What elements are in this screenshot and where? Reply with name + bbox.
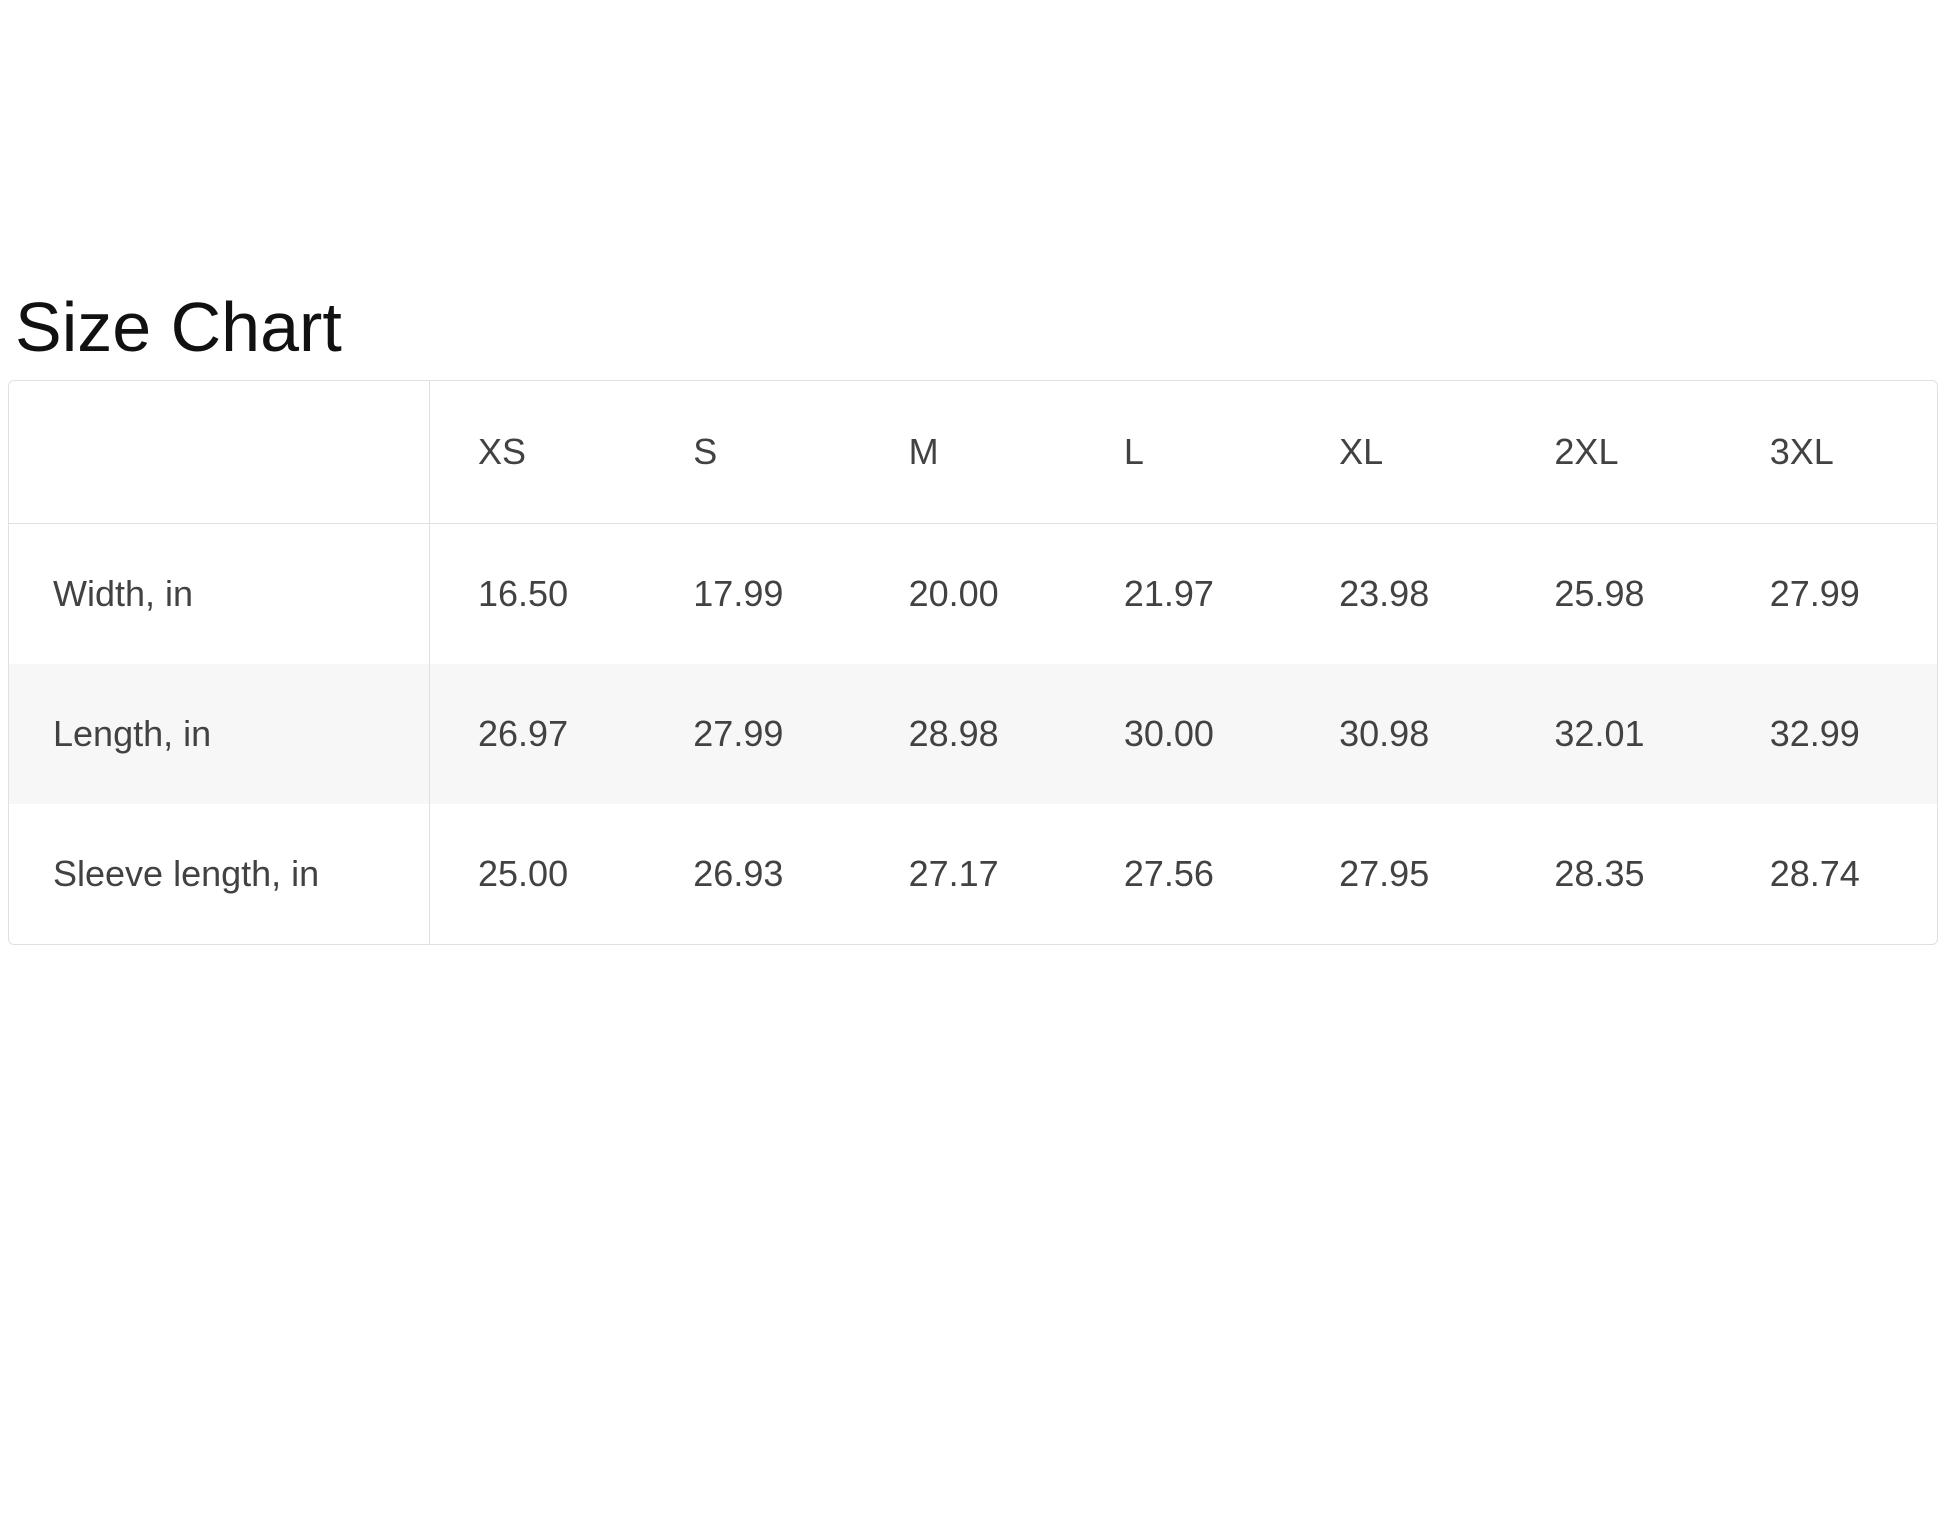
size-value-cell: 32.01: [1554, 713, 1645, 754]
size-value-cell: 28.35: [1554, 853, 1645, 894]
size-value-cell: 28.74: [1769, 853, 1860, 894]
size-value-cell: 27.99: [693, 713, 784, 754]
size-value-cell: 27.56: [1123, 853, 1214, 894]
table-row-length: Length, in 26.97 27.99 28.98 30.00 30.98…: [9, 664, 1937, 804]
size-value-cell: 17.99: [693, 573, 784, 614]
size-value-cell: 26.93: [693, 853, 784, 894]
size-value-cell: 20.00: [908, 573, 999, 614]
page-title: Size Chart: [15, 288, 342, 366]
row-label-sleeve-length: Sleeve length, in: [9, 804, 430, 944]
header-row: XS S M L XL 2XL 3XL: [9, 381, 1937, 524]
size-value-cell: 27.99: [1769, 573, 1860, 614]
table-row-sleeve-length: Sleeve length, in 25.00 26.93 27.17 27.5…: [9, 804, 1937, 944]
col-header-xl: XL: [1291, 381, 1507, 524]
size-value-cell: 30.98: [1339, 713, 1430, 754]
size-value-cell: 27.17: [908, 853, 999, 894]
size-value-cell: 25.98: [1554, 573, 1645, 614]
row-label-width: Width, in: [9, 524, 430, 664]
size-value-cell: 30.00: [1123, 713, 1214, 754]
size-value-cell: 25.00: [478, 853, 569, 894]
size-value-cell: 26.97: [478, 713, 569, 754]
col-header-s: S: [645, 381, 861, 524]
size-value-cell: 27.95: [1339, 853, 1430, 894]
size-value-cell: 21.97: [1123, 573, 1214, 614]
size-value-cell: 23.98: [1339, 573, 1430, 614]
col-header-l: L: [1075, 381, 1292, 524]
table-row-width: Width, in 16.50 17.99 20.00 21.97 23.98 …: [9, 524, 1937, 664]
size-value-cell: 16.50: [478, 573, 569, 614]
row-label-length: Length, in: [9, 664, 430, 804]
size-chart-table: XS S M L XL 2XL 3XL Width, in 16.50 17.9…: [8, 380, 1938, 945]
col-header-3xl: 3XL: [1721, 381, 1937, 524]
size-value-cell: 28.98: [908, 713, 999, 754]
size-value-cell: 32.99: [1769, 713, 1860, 754]
corner-cell: [9, 381, 430, 524]
col-header-2xl: 2XL: [1506, 381, 1722, 524]
col-header-m: M: [860, 381, 1076, 524]
col-header-xs: XS: [430, 381, 646, 524]
